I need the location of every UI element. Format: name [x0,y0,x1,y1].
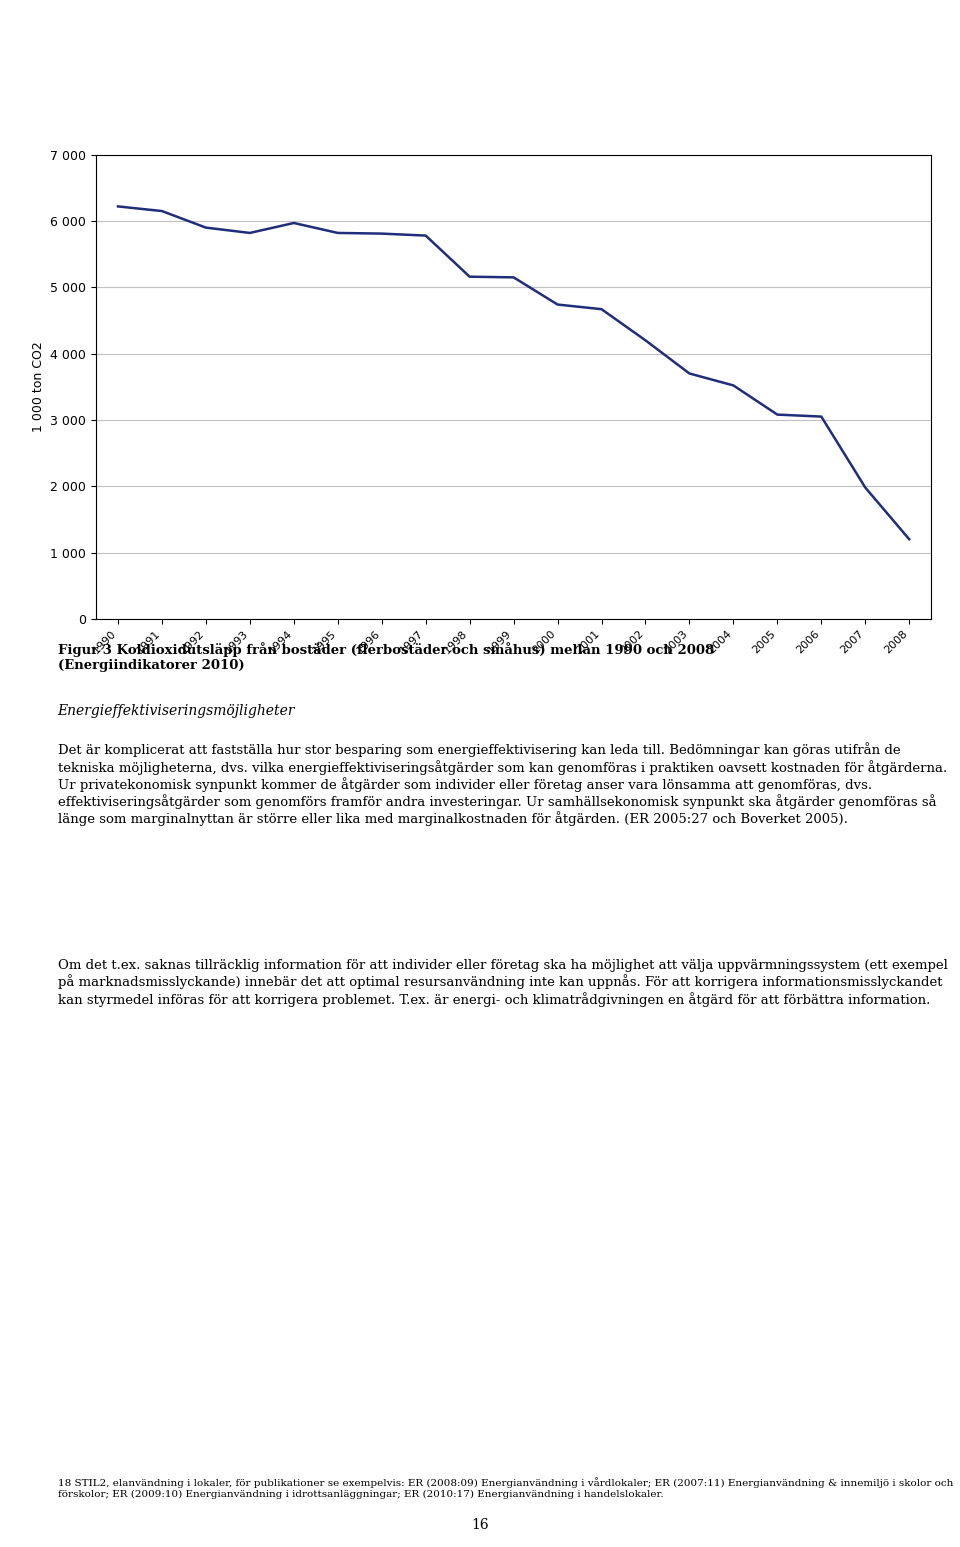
Text: 16: 16 [471,1518,489,1532]
Text: 18 STIL2, elanvändning i lokaler, för publikationer se exempelvis: ER (2008:09) : 18 STIL2, elanvändning i lokaler, för pu… [58,1477,953,1499]
Text: Om det t.ex. saknas tillräcklig information för att individer eller företag ska : Om det t.ex. saknas tillräcklig informat… [58,959,948,1007]
Text: Figur 3 Koldioxidutsläpp från bostäder (flerbostäder och småhus) mellan 1990 och: Figur 3 Koldioxidutsläpp från bostäder (… [58,642,713,671]
Y-axis label: 1 000 ton CO2: 1 000 ton CO2 [32,342,45,432]
Text: Det är komplicerat att fastställa hur stor besparing som energieffektivisering k: Det är komplicerat att fastställa hur st… [58,743,947,826]
Text: Energieffektiviseringsmöjligheter: Energieffektiviseringsmöjligheter [58,704,295,718]
